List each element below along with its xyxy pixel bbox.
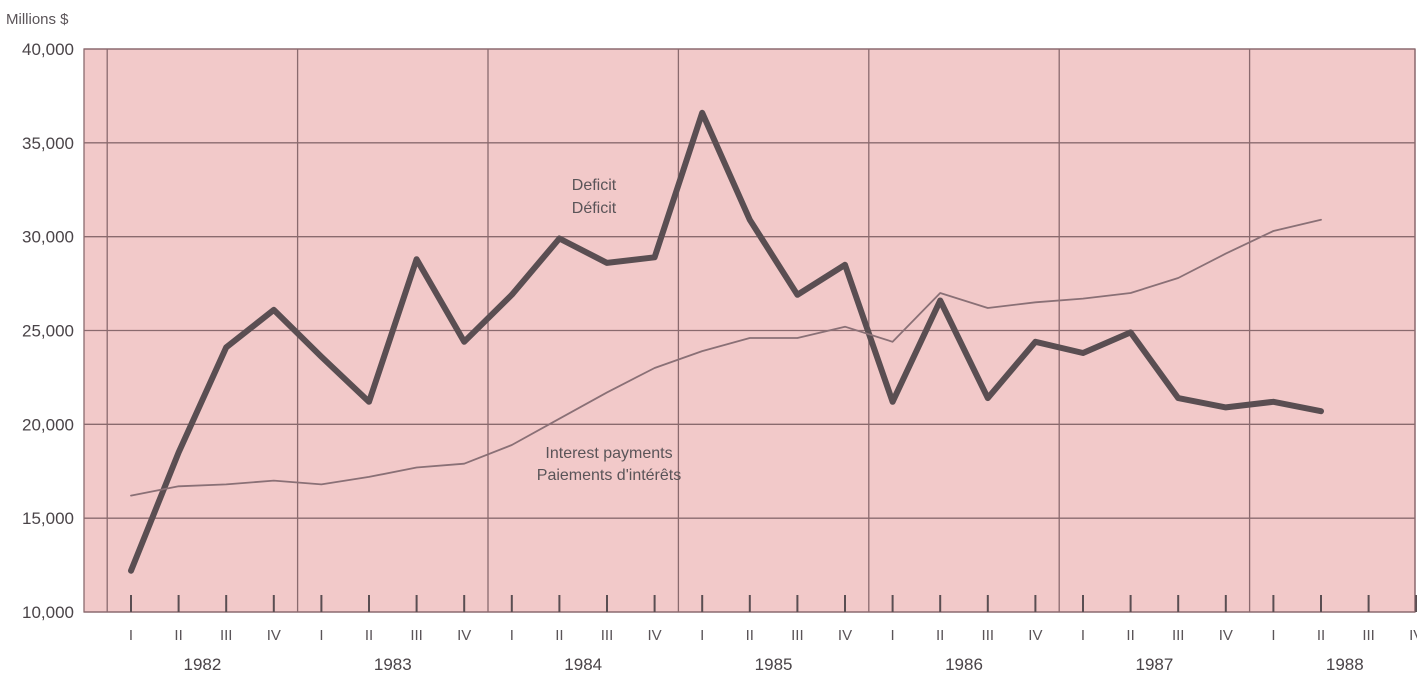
year-label: 1984 [564,655,602,674]
quarter-label: II [555,627,563,644]
deficit-series-label: Déficit [572,200,617,217]
quarter-label: IV [1219,627,1233,644]
quarter-label: I [1271,627,1275,644]
y-tick-label: 40,000 [22,40,74,59]
year-label: 1986 [945,655,983,674]
y-tick-label: 10,000 [22,603,74,622]
interest-series-label: Paiements d'intérêts [537,467,681,484]
quarter-label: III [791,627,804,644]
quarter-label: IV [1028,627,1042,644]
quarter-label: III [1172,627,1185,644]
y-tick-label: 30,000 [22,228,74,247]
y-tick-label: 15,000 [22,509,74,528]
year-label: 1985 [755,655,793,674]
y-tick-label: 35,000 [22,134,74,153]
year-label: 1987 [1135,655,1173,674]
quarter-label: III [601,627,614,644]
quarter-label: II [936,627,944,644]
series [128,109,1324,574]
quarter-label: I [1081,627,1085,644]
axes: 10,000 15,000 20,000 25,000 30,000 35,000 40,0… [22,40,1417,674]
year-label: 1988 [1326,655,1364,674]
interest-series-label: Interest payments [545,445,672,462]
quarter-label: IV [267,627,281,644]
year-label: 1983 [374,655,412,674]
y-tick-label: 25,000 [22,322,74,341]
quarter-label: II [174,627,182,644]
y-tick-label: 20,000 [22,415,74,434]
quarter-label: II [1317,627,1325,644]
quarter-label: II [365,627,373,644]
quarter-label: I [319,627,323,644]
quarter-label: III [982,627,995,644]
quarter-label: II [746,627,754,644]
quarter-label: III [410,627,423,644]
deficit-series-line [128,109,1324,574]
quarter-label: I [891,627,895,644]
quarter-label: I [129,627,133,644]
quarter-label: III [220,627,233,644]
quarter-label: IV [648,627,662,644]
series-labels: Deficit Déficit Interest payments Paiements… [537,177,681,484]
quarter-label: I [510,627,514,644]
quarter-label: III [1362,627,1375,644]
quarter-label: I [700,627,704,644]
quarter-label: IV [838,627,852,644]
year-label: 1982 [183,655,221,674]
quarter-label: II [1126,627,1134,644]
quarter-label: IV [1409,627,1417,644]
deficit-series-label: Deficit [572,177,617,194]
gridlines [83,48,1416,613]
interest-series-line [130,218,1322,497]
quarter-label: IV [457,627,471,644]
y-axis-unit-label: Millions $ [6,11,69,28]
